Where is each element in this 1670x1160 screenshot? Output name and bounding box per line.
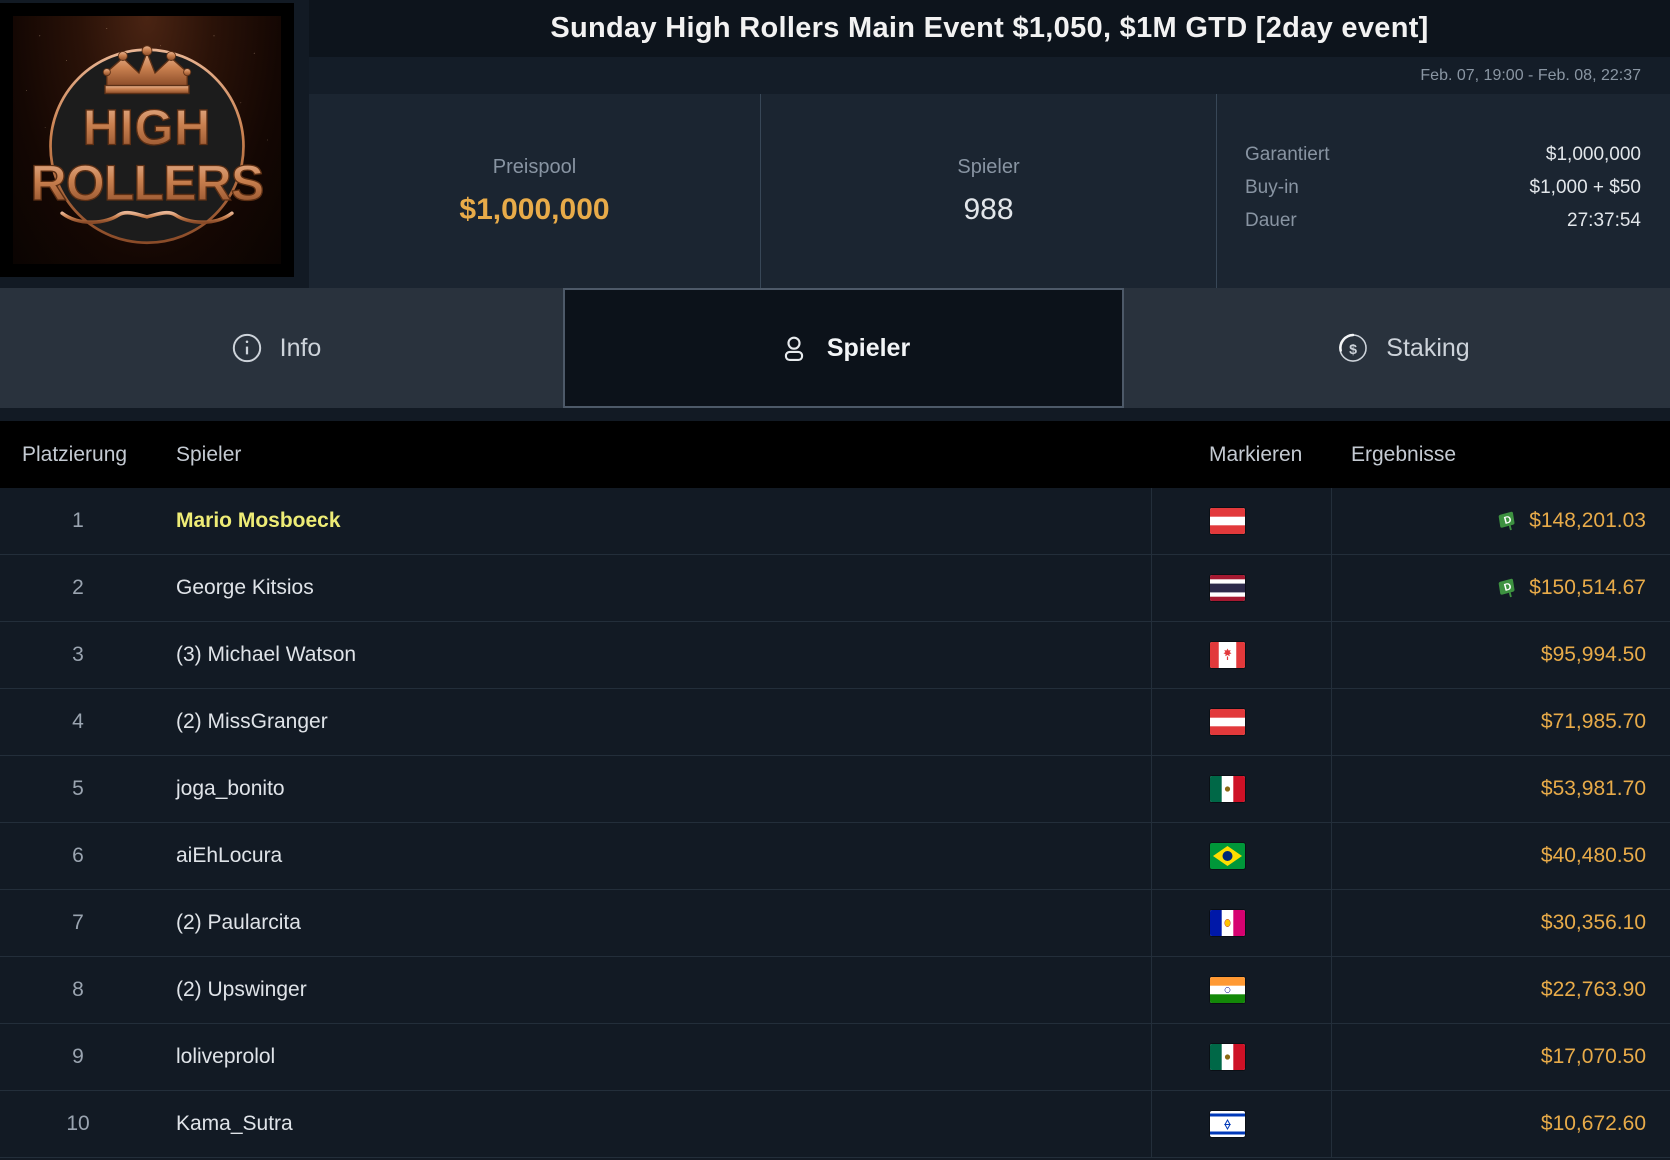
svg-text:HIGH: HIGH xyxy=(83,99,212,155)
svg-text:$: $ xyxy=(1349,342,1357,358)
svg-text:ROLLERS: ROLLERS xyxy=(31,155,264,211)
